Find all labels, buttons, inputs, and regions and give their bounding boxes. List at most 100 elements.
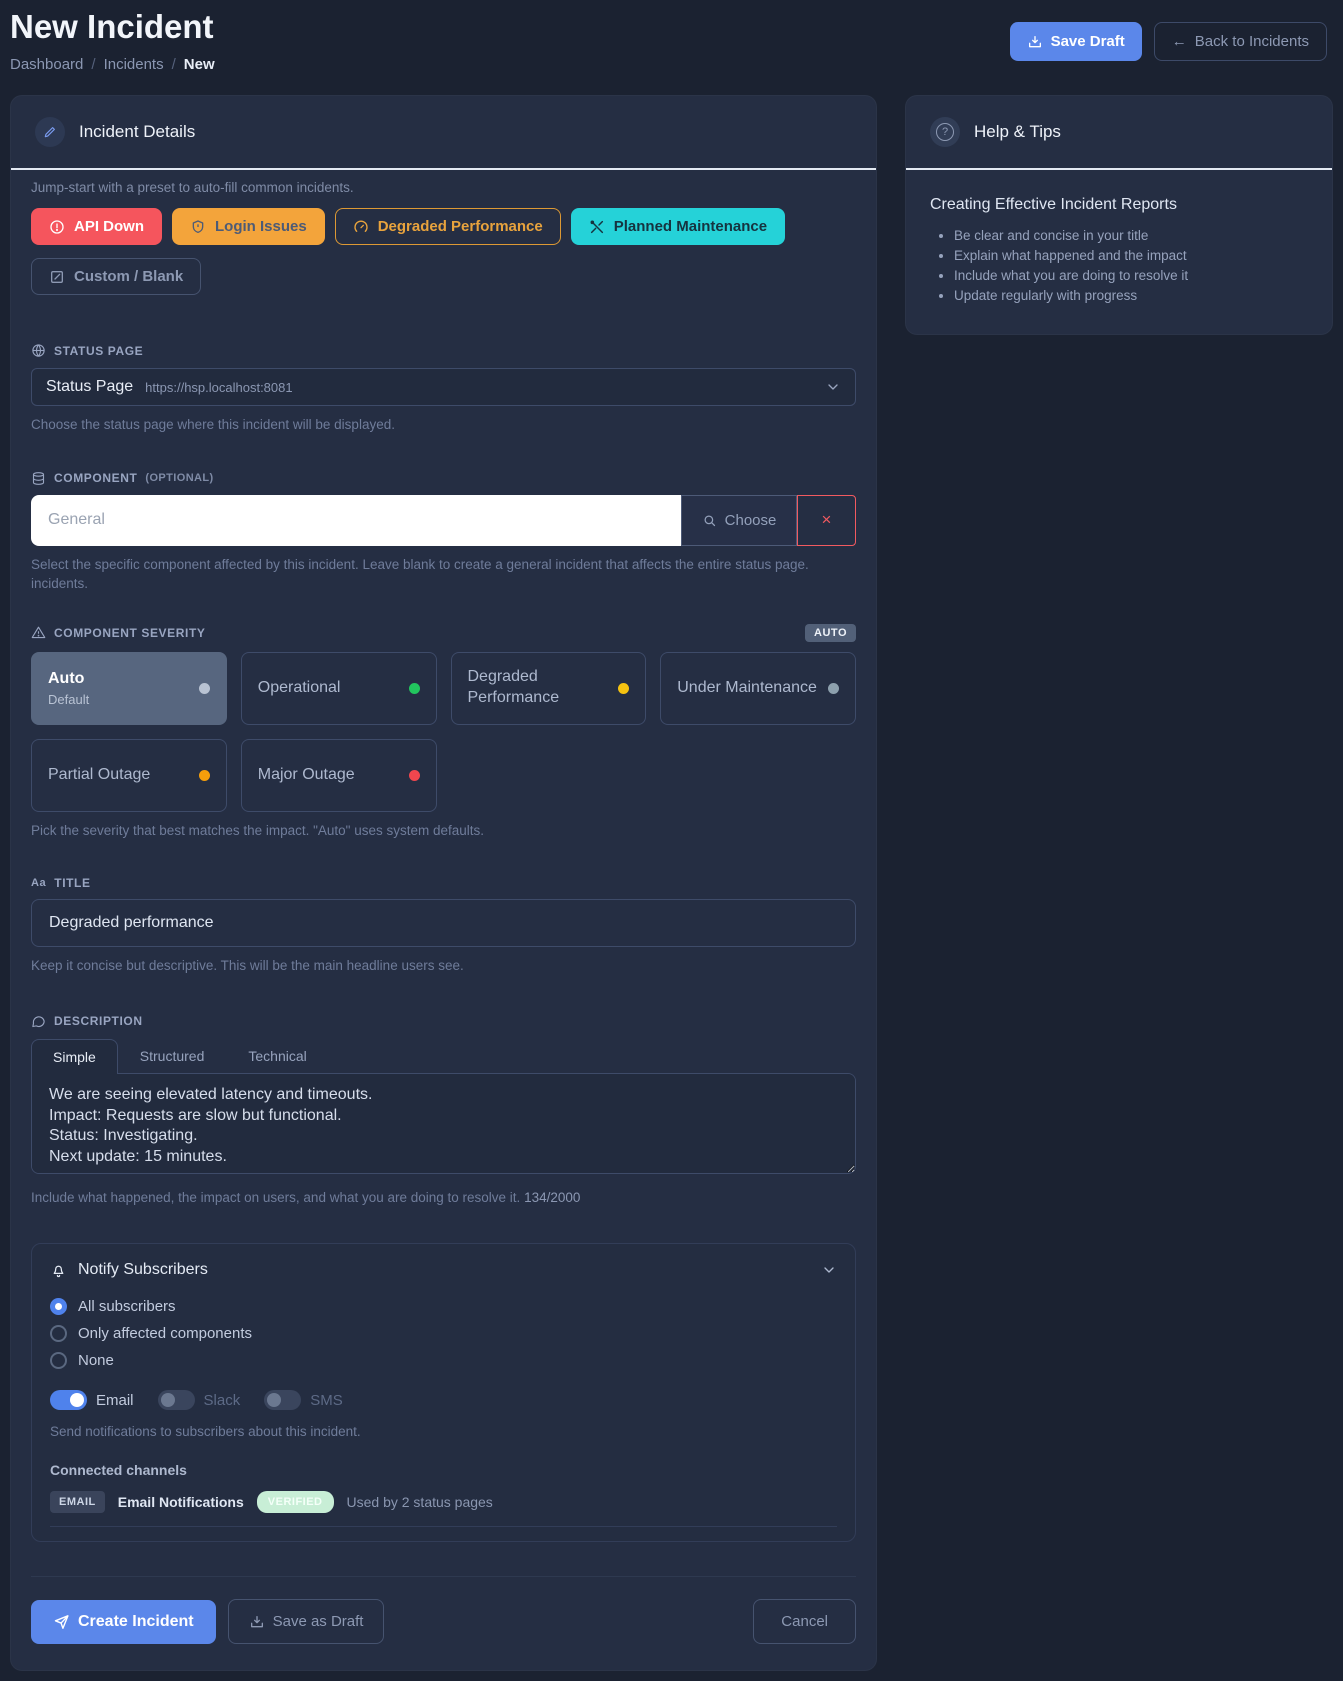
incident-details-title: Incident Details	[79, 122, 196, 141]
text-aa-icon: Aa	[31, 877, 47, 890]
chevron-down-icon	[825, 379, 841, 395]
severity-dot	[198, 682, 210, 694]
breadcrumb-separator: /	[171, 56, 176, 73]
help-tips-list: Be clear and concise in your title Expla…	[930, 228, 1308, 303]
component-section: COMPONENT (OPTIONAL) Choose ×	[31, 471, 856, 594]
radio-button	[50, 1352, 67, 1370]
save-draft-label: Save Draft	[1050, 33, 1125, 50]
create-incident-label: Create Incident	[78, 1612, 194, 1630]
toggle-email[interactable]: Email	[50, 1390, 134, 1411]
gauge-icon	[353, 219, 369, 235]
preset-degraded-performance-button[interactable]: Degraded Performance	[334, 208, 561, 245]
radio-button	[50, 1298, 67, 1316]
preset-planned-maintenance-button[interactable]: Planned Maintenance	[570, 208, 786, 245]
component-label: COMPONENT	[54, 471, 138, 486]
speech-bubble-icon	[31, 1014, 46, 1029]
actions-divider	[31, 1576, 856, 1578]
notify-subscribers-header[interactable]: Notify Subscribers	[50, 1261, 837, 1279]
radio-all-subscribers[interactable]: All subscribers	[50, 1293, 837, 1320]
save-icon	[249, 1614, 265, 1630]
severity-dot	[408, 682, 420, 694]
status-page-select[interactable]: Status Page https://hsp.localhost:8081	[31, 368, 856, 406]
severity-option-operational[interactable]: Operational	[240, 651, 437, 725]
bell-icon	[50, 1262, 67, 1279]
preset-api-down-button[interactable]: API Down	[31, 208, 162, 245]
incident-details-body: Jump-start with a preset to auto-fill co…	[11, 170, 876, 1670]
tab-simple[interactable]: Simple	[31, 1038, 118, 1074]
component-clear-button[interactable]: ×	[797, 494, 856, 546]
connected-channels-label: Connected channels	[50, 1462, 187, 1479]
toggle-switch	[157, 1390, 195, 1411]
channel-name: Email Notifications	[117, 1494, 244, 1511]
notify-helper: Send notifications to subscribers about …	[50, 1424, 361, 1440]
tab-technical[interactable]: Technical	[226, 1039, 328, 1073]
title-input[interactable]	[31, 899, 856, 948]
notify-audience-radios: All subscribers Only affected components…	[50, 1293, 837, 1374]
severity-label-row: COMPONENT SEVERITY AUTO	[31, 623, 856, 642]
severity-grid: Auto Default Operational Degraded Perfor…	[31, 651, 856, 812]
severity-option-degraded-performance[interactable]: Degraded Performance	[450, 651, 647, 725]
severity-helper: Pick the severity that best matches the …	[31, 822, 485, 838]
toggle-slack[interactable]: Slack	[157, 1390, 240, 1411]
status-page-label-row: STATUS PAGE	[31, 343, 856, 358]
severity-option-partial-outage[interactable]: Partial Outage	[31, 738, 227, 812]
arrow-left-icon: ←	[1171, 33, 1187, 50]
tab-structured[interactable]: Structured	[118, 1039, 227, 1073]
severity-option-auto[interactable]: Auto Default	[31, 651, 227, 725]
edit-square-icon	[49, 269, 65, 285]
severity-section: COMPONENT SEVERITY AUTO Auto Default	[31, 623, 856, 841]
toggle-sms[interactable]: SMS	[264, 1390, 343, 1411]
help-tips-card: ? Help & Tips Creating Effective Inciden…	[905, 95, 1333, 335]
cancel-button[interactable]: Cancel	[753, 1599, 856, 1645]
description-label: DESCRIPTION	[54, 1014, 143, 1029]
breadcrumb-new: New	[183, 56, 215, 73]
save-draft-button[interactable]: Save Draft	[1009, 22, 1142, 61]
radio-only-affected-components[interactable]: Only affected components	[50, 1320, 837, 1347]
create-incident-button[interactable]: Create Incident	[31, 1599, 216, 1644]
component-label-row: COMPONENT (OPTIONAL)	[31, 471, 856, 486]
back-to-incidents-label: Back to Incidents	[1194, 33, 1309, 50]
description-textarea[interactable]: We are seeing elevated latency and timeo…	[31, 1072, 856, 1174]
component-optional-tag: (OPTIONAL)	[145, 472, 214, 485]
severity-auto-sub: Default	[48, 692, 90, 708]
description-helper: Include what happened, the impact on use…	[31, 1189, 581, 1205]
database-icon	[31, 471, 46, 486]
component-row: Choose ×	[31, 494, 856, 546]
verified-badge: VERIFIED	[256, 1491, 334, 1514]
tools-icon	[589, 219, 605, 235]
title-label-row: Aa TITLE	[31, 876, 856, 890]
component-input[interactable]	[31, 494, 681, 546]
status-page-selected-url: https://hsp.localhost:8081	[145, 379, 293, 395]
status-page-section: STATUS PAGE Status Page https://hsp.loca…	[31, 343, 856, 435]
component-choose-label: Choose	[724, 511, 777, 529]
breadcrumb: Dashboard / Incidents / New	[10, 56, 1333, 73]
save-as-draft-label: Save as Draft	[272, 1613, 364, 1631]
breadcrumb-incidents[interactable]: Incidents	[103, 56, 164, 73]
incident-details-header: Incident Details	[11, 96, 876, 170]
title-label: TITLE	[54, 876, 91, 891]
character-counter: 134/2000	[524, 1189, 581, 1205]
component-choose-button[interactable]: Choose	[681, 494, 797, 546]
incident-details-card: Incident Details Jump-start with a prese…	[10, 95, 877, 1672]
chevron-down-icon[interactable]	[821, 1262, 837, 1278]
channel-usage: Used by 2 status pages	[346, 1494, 493, 1511]
help-tip-item: Explain what happened and the impact	[954, 248, 1308, 263]
severity-option-under-maintenance[interactable]: Under Maintenance	[660, 651, 856, 725]
radio-none[interactable]: None	[50, 1347, 837, 1374]
save-as-draft-button[interactable]: Save as Draft	[227, 1599, 385, 1645]
description-label-row: DESCRIPTION	[31, 1014, 856, 1029]
notify-subscribers-panel: Notify Subscribers All subscribers Only	[31, 1243, 856, 1543]
preset-custom-blank-button[interactable]: Custom / Blank	[31, 258, 202, 295]
search-icon	[702, 513, 717, 528]
warning-triangle-icon	[31, 625, 46, 640]
severity-dot	[198, 769, 210, 781]
paper-plane-icon	[53, 1613, 70, 1630]
topbar: New Incident Dashboard / Incidents / New…	[10, 8, 1333, 73]
severity-option-major-outage[interactable]: Major Outage	[240, 738, 437, 812]
breadcrumb-dashboard[interactable]: Dashboard	[10, 56, 84, 73]
preset-login-issues-button[interactable]: Login Issues	[172, 208, 325, 245]
severity-label: COMPONENT SEVERITY	[54, 625, 206, 640]
pencil-icon	[35, 117, 65, 147]
back-to-incidents-button[interactable]: ← Back to Incidents	[1153, 22, 1327, 61]
description-section: DESCRIPTION Simple Structured Technical …	[31, 1014, 856, 1208]
